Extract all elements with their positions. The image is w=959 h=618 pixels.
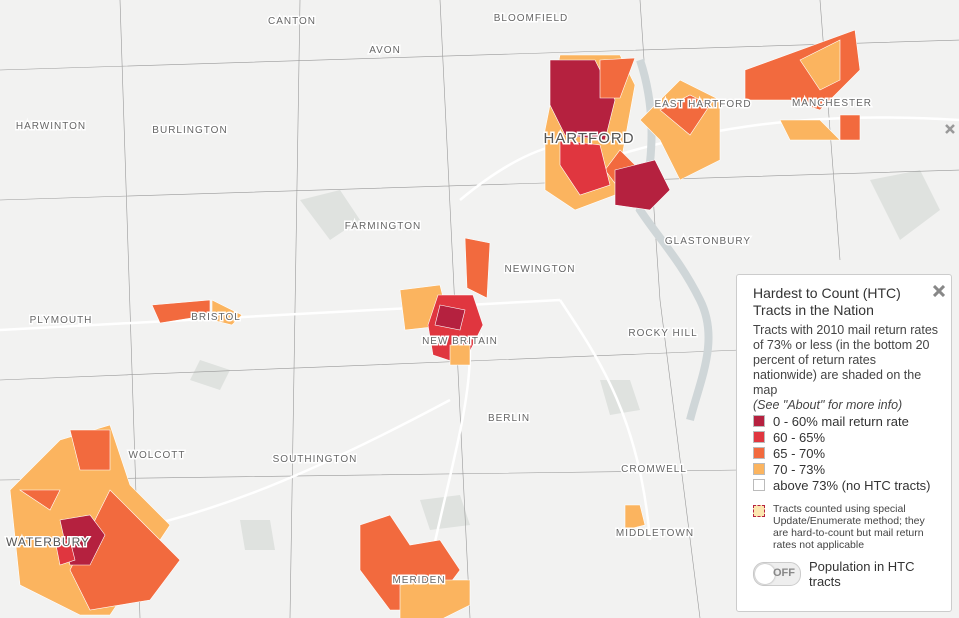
place-labels: CANTON BLOOMFIELD AVON HARWINTON BURLING… [4,12,872,588]
roads [0,58,959,618]
legend-swatch [753,463,765,475]
place-label: BRISTOL [191,312,241,323]
place-label: WOLCOTT [129,450,186,461]
place-label: GLASTONBURY [665,236,751,247]
place-label: FARMINGTON [345,221,421,232]
place-label: WATERBURY [6,535,90,549]
place-label: BLOOMFIELD [494,13,568,24]
place-label: MERIDEN [392,575,445,586]
legend-swatch [753,479,765,491]
place-label: ROCKY HILL [628,328,697,339]
legend-note: (See "About" for more info) [753,398,903,412]
place-label: HARTFORD [543,130,634,147]
legend-swatch [753,431,765,443]
place-label: CANTON [268,16,316,27]
legend-label: 60 - 65% [773,429,826,445]
legend-item: 60 - 65% [753,429,939,445]
special-note: Tracts counted using special Update/Enum… [753,503,939,551]
special-swatch [753,505,765,517]
legend-label: above 73% (no HTC tracts) [773,477,931,493]
place-label: HARWINTON [16,121,86,132]
place-label: CROMWELL [621,464,687,475]
place-label: BERLIN [488,413,530,424]
legend-label: 0 - 60% mail return rate [773,413,909,429]
place-label: PLYMOUTH [30,315,93,326]
toggle-switch[interactable]: OFF [753,562,801,586]
legend-label: 70 - 73% [773,461,826,477]
legend-item: 0 - 60% mail return rate [753,413,939,429]
place-label: MIDDLETOWN [616,528,694,539]
legend-swatch [753,447,765,459]
legend-description: Tracts with 2010 mail return rates of 73… [753,323,939,397]
htc-tracts [9,29,861,618]
legend-label: 65 - 70% [773,445,826,461]
place-label: AVON [369,45,401,56]
toggle-label: Population in HTC tracts [809,559,915,589]
toggle-state: OFF [773,567,795,579]
place-label: SOUTHINGTON [273,454,358,465]
place-label: EAST HARTFORD [654,99,751,110]
legend-item: 70 - 73% [753,461,939,477]
legend-title: Hardest to Count (HTC) Tracts in the Nat… [753,285,901,318]
legend-item: 65 - 70% [753,445,939,461]
legend-item: above 73% (no HTC tracts) [753,477,939,493]
toggle: OFF Population in HTC tracts [753,559,939,589]
place-label: BURLINGTON [152,125,227,136]
legend-classes: 0 - 60% mail return rate 60 - 65% 65 - 70%… [753,413,939,493]
place-label: MANCHESTER [792,98,872,109]
place-label: NEWINGTON [504,264,575,275]
close-button[interactable] [933,285,945,297]
legend-swatch [753,415,765,427]
map-close-icon[interactable] [945,124,955,134]
place-label: NEW BRITAIN [422,336,498,347]
legend: Hardest to Count (HTC) Tracts in the Nat… [736,274,952,612]
special-text: Tracts counted using special Update/Enum… [773,503,925,551]
